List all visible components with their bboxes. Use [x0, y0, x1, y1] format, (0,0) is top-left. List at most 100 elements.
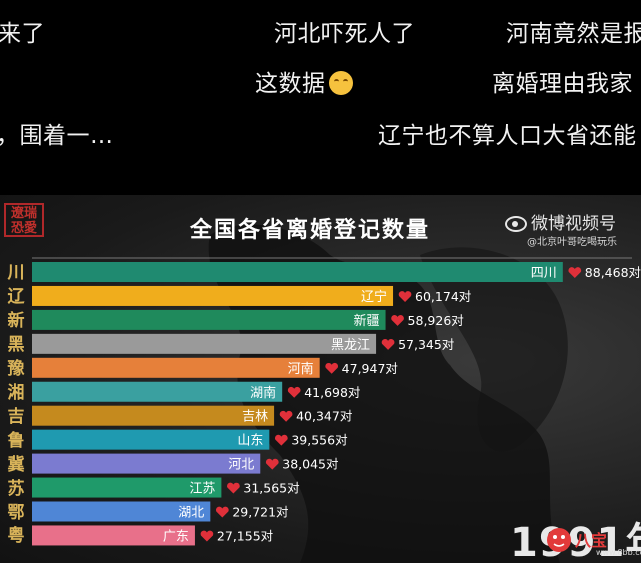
danmaku-comment: 来了: [0, 14, 45, 48]
heart-icon: [274, 434, 288, 446]
bar-category-label: 四川: [531, 266, 557, 281]
province-abbrev: 吉: [7, 406, 25, 427]
bar-value-label: 41,698对: [304, 385, 360, 400]
danmaku-comment: 河南竟然是报: [506, 14, 641, 48]
heart-icon: [227, 482, 240, 494]
bar: [32, 285, 394, 306]
bar-group: 湖北 29,721对: [32, 501, 289, 522]
seal-text-line: 遼瑞: [10, 206, 37, 221]
bar-value-label: 88,468对: [585, 265, 641, 280]
heart-icon: [265, 458, 279, 470]
heart-icon: [287, 386, 301, 398]
bar-group: 吉林 40,347对: [32, 405, 352, 426]
bar-category-label: 湖南: [250, 385, 276, 401]
danmaku-text: 离婚理由我家: [492, 71, 633, 97]
danmaku-comment: 这数据: [255, 64, 353, 98]
video-player[interactable]: 遼瑞 恐愛 全国各省离婚登记数量 微博视频号 @北京叶哥吃喝玩乐 川辽新黑豫湘吉鲁…: [0, 195, 641, 563]
heart-icon: [381, 338, 395, 350]
seal-stamp: 遼瑞 恐愛: [4, 203, 44, 237]
bar-category-label: 辽宁: [361, 289, 387, 305]
bar-value-label: 47,947对: [342, 361, 398, 376]
danmaku-area: 来了 河北吓死人了 河南竟然是报这数据 离婚理由我家 ，围着一… 辽宁也不算人口大省还能: [0, 0, 641, 195]
bar-category-label: 江苏: [189, 481, 215, 497]
danmaku-text: 来了: [0, 21, 45, 47]
danmaku-text: 河北吓死人了: [274, 21, 415, 47]
bar-group: 山东 39,556对: [32, 429, 348, 450]
heart-icon: [398, 291, 412, 302]
bar-group: 黑龙江 57,345对: [32, 333, 454, 354]
bar-category-label: 河北: [228, 458, 254, 473]
bar-value-label: 57,345对: [398, 337, 454, 352]
bar: [32, 357, 320, 378]
heart-icon: [325, 362, 339, 374]
province-abbrev: 苏: [7, 478, 25, 499]
danmaku-comment: 辽宁也不算人口大省还能: [378, 116, 637, 150]
weibo-video-logo: 微博视频号: [505, 209, 616, 234]
province-abbrev: 冀: [7, 454, 25, 475]
danmaku-text: 辽宁也不算人口大省还能: [378, 123, 637, 149]
crying-laughing-emoji-icon: [328, 71, 353, 95]
background-silhouette: [208, 224, 568, 563]
bar-group: 广东 27,155对: [32, 525, 273, 546]
bar-value-label: 58,926对: [408, 313, 464, 328]
bar: [32, 525, 195, 546]
bar-value-label: 38,045对: [282, 457, 338, 472]
bar: [32, 381, 283, 402]
heart-icon: [391, 315, 404, 326]
bar: [32, 477, 222, 498]
bar-category-label: 河南: [288, 361, 314, 377]
bar: [32, 453, 261, 474]
province-abbrev: 川: [7, 263, 25, 283]
bar-group: 四川 88,468对: [32, 262, 641, 282]
bar-value-label: 27,155对: [217, 528, 273, 543]
province-abbrev: 豫: [7, 358, 25, 379]
bar: [32, 405, 275, 426]
site-logo-text: 八宝: [574, 531, 607, 550]
province-abbrev: 粤: [7, 526, 25, 547]
bar-group: 辽宁 60,174对: [32, 285, 471, 306]
province-abbrev: 鲁: [7, 430, 25, 451]
bar-value-label: 39,556对: [291, 433, 347, 448]
danmaku-text: 河南竟然是报: [506, 21, 641, 47]
bar-group: 河南 47,947对: [32, 357, 398, 378]
bar-category-label: 新疆: [354, 313, 380, 329]
bar-value-label: 60,174对: [415, 289, 471, 304]
danmaku-text: 这数据: [255, 71, 326, 97]
weibo-handle: @北京叶哥吃喝玩乐: [527, 237, 617, 248]
heart-icon: [568, 267, 582, 278]
province-abbrev: 黑: [7, 334, 25, 355]
bar: [32, 333, 377, 354]
bar: [32, 429, 270, 450]
bar-group: 江苏 31,565对: [32, 477, 300, 498]
bar-group: 湖南 41,698对: [32, 381, 360, 402]
bar: [32, 309, 386, 330]
bar-value-label: 40,347对: [296, 409, 352, 424]
danmaku-text: ，围着一…: [0, 123, 114, 149]
heart-icon: [215, 506, 229, 518]
bar-category-label: 广东: [163, 529, 189, 544]
bar-category-label: 湖北: [178, 506, 204, 521]
danmaku-comment: 河北吓死人了: [274, 14, 415, 48]
danmaku-comment: 离婚理由我家: [492, 64, 633, 98]
bar: [32, 501, 211, 522]
chart-title: 全国各省离婚登记数量: [190, 218, 431, 243]
province-abbrev: 湘: [7, 382, 25, 403]
bar-category-label: 吉林: [242, 410, 268, 425]
province-abbrev: 新: [7, 310, 25, 331]
heart-icon: [279, 410, 293, 422]
danmaku-comment: ，围着一…: [0, 116, 114, 150]
bar-category-label: 山东: [237, 434, 263, 449]
weibo-logo-text: 微博视频号: [531, 214, 616, 234]
weibo-eye-icon: [505, 216, 527, 232]
bar: [32, 262, 563, 282]
bar-value-label: 29,721对: [232, 505, 288, 520]
site-watermark: www.8bb.com: [596, 548, 641, 557]
province-abbrev: 辽: [7, 286, 25, 307]
province-abbrev: 鄂: [7, 502, 25, 523]
bar-category-label: 黑龙江: [331, 338, 370, 353]
bar-value-label: 31,565对: [243, 481, 299, 496]
seal-text-line: 恐愛: [10, 221, 37, 236]
heart-icon: [200, 530, 214, 542]
year-label: 1991年: [510, 520, 641, 563]
